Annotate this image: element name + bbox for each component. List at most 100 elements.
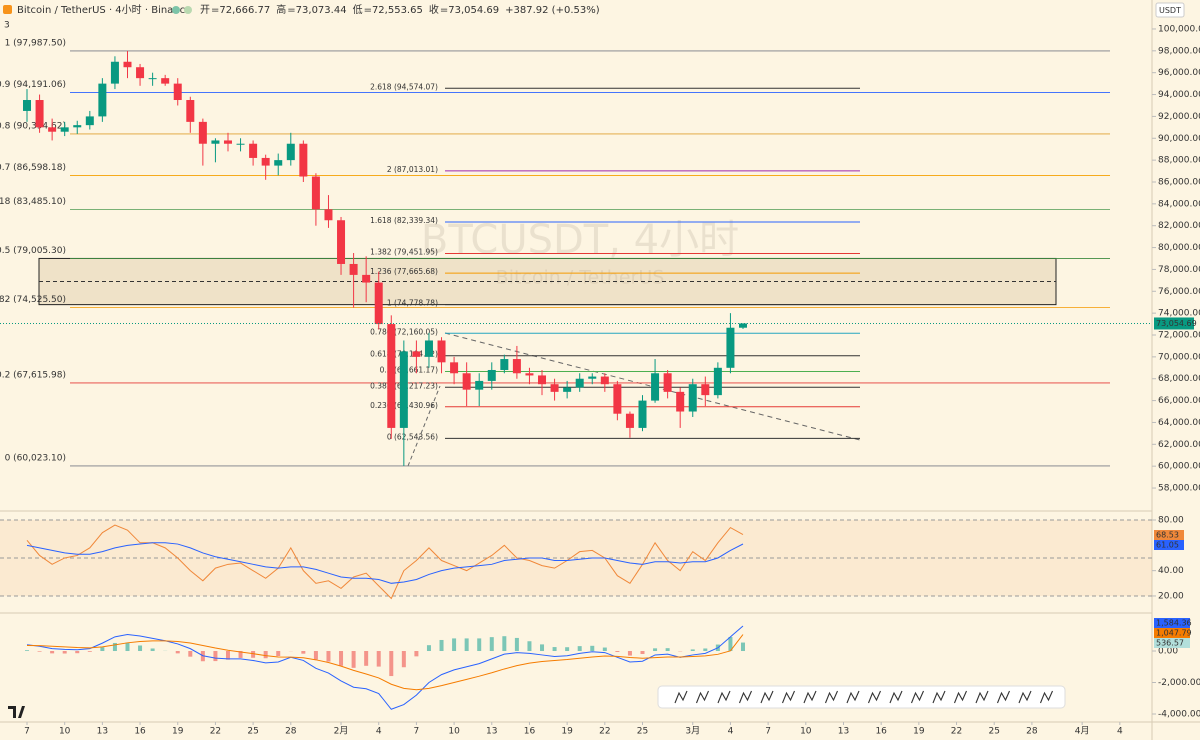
tool-icon[interactable] bbox=[674, 690, 688, 704]
candle-body bbox=[412, 351, 421, 357]
candle-body bbox=[249, 143, 258, 158]
tool-icon[interactable] bbox=[760, 690, 774, 704]
candle-body bbox=[588, 376, 597, 379]
x-tick-label: 22 bbox=[210, 727, 221, 737]
candle-body bbox=[726, 327, 735, 368]
fib-label: 0 (60,023.10) bbox=[5, 453, 66, 463]
watermark-title: BTCUSDT, 4小时 bbox=[421, 217, 739, 263]
histogram-bar bbox=[527, 641, 532, 652]
indicator-count: 3 bbox=[4, 21, 10, 31]
fib-ext-label: 2.618 (94,574.07) bbox=[370, 82, 438, 91]
currency[interactable]: USDT bbox=[1159, 6, 1181, 15]
histogram-bar bbox=[502, 636, 507, 652]
histogram-bar bbox=[376, 651, 381, 667]
histogram-bar bbox=[25, 650, 30, 652]
tool-icon[interactable] bbox=[1039, 690, 1054, 704]
histogram-bar bbox=[150, 648, 155, 652]
histogram-bar bbox=[426, 645, 431, 652]
histogram-bar bbox=[351, 651, 356, 668]
fib-label: 0.618 (83,485.10) bbox=[0, 197, 66, 207]
candle-body bbox=[324, 209, 333, 221]
histogram-bar bbox=[75, 651, 80, 654]
candle-body bbox=[525, 373, 534, 376]
candle-body bbox=[475, 380, 484, 390]
candle-body bbox=[73, 125, 82, 128]
candle-body bbox=[48, 127, 57, 132]
y-tick-label: 90,000.00 bbox=[1158, 134, 1200, 144]
y-tick-label: 100,000.00 bbox=[1158, 24, 1200, 34]
tool-icon[interactable] bbox=[932, 690, 946, 704]
candle-body bbox=[600, 376, 609, 385]
tool-icon[interactable] bbox=[803, 690, 817, 704]
y-tick-label: 76,000.00 bbox=[1158, 287, 1200, 297]
fib-label: 1 (97,987.50) bbox=[5, 38, 66, 48]
candle-body bbox=[688, 384, 697, 412]
histogram-bar bbox=[615, 651, 620, 652]
histogram-bar bbox=[577, 646, 582, 652]
histogram-bar bbox=[276, 651, 281, 657]
histogram-bar bbox=[326, 651, 331, 662]
histogram-bar bbox=[640, 651, 645, 654]
histogram-bar bbox=[62, 651, 67, 654]
y-tick-label: 78,000.00 bbox=[1158, 265, 1200, 275]
tool-icon[interactable] bbox=[717, 690, 731, 704]
tool-icon[interactable] bbox=[695, 690, 710, 704]
candle-body bbox=[186, 100, 195, 122]
tool-icon[interactable] bbox=[910, 690, 925, 704]
x-tick-label: 22 bbox=[951, 727, 962, 737]
y-tick-label: 70,000.00 bbox=[1158, 352, 1200, 362]
trend-line bbox=[407, 385, 441, 467]
histogram-bar bbox=[439, 639, 444, 652]
y-tick-label: 92,000.00 bbox=[1158, 112, 1200, 122]
histogram-bar bbox=[301, 651, 306, 654]
candle-body bbox=[261, 157, 270, 166]
candle-body bbox=[60, 127, 69, 132]
histogram-bar bbox=[703, 648, 708, 652]
candle-body bbox=[23, 100, 32, 111]
histogram-bar bbox=[690, 649, 695, 652]
candle-body bbox=[211, 140, 220, 144]
ohlc-value: =73,054.69 bbox=[440, 5, 499, 16]
tool-icon[interactable] bbox=[867, 690, 882, 704]
histogram-bar bbox=[540, 644, 545, 652]
tool-icon[interactable] bbox=[953, 690, 968, 704]
y-tick-label: 74,000.00 bbox=[1158, 309, 1200, 319]
tool-icon[interactable] bbox=[824, 690, 839, 704]
tool-icon[interactable] bbox=[738, 690, 753, 704]
histogram-bar bbox=[452, 638, 457, 652]
fib-ext-label: 1.618 (82,339.34) bbox=[370, 216, 438, 225]
candle-body bbox=[625, 413, 634, 428]
tool-icon[interactable] bbox=[975, 690, 989, 704]
x-tick-label: 4 bbox=[728, 727, 734, 737]
fib-label: 0.382 (74,525.50) bbox=[0, 295, 66, 305]
tool-icon[interactable] bbox=[846, 690, 860, 704]
symbol: Bitcoin / TetherUS · 4小时 · Binance bbox=[17, 4, 191, 16]
value-label: 68.53 bbox=[1156, 531, 1179, 540]
candle-body bbox=[110, 61, 119, 84]
histogram-bar bbox=[188, 651, 193, 657]
fib-label: 0.9 (94,191.06) bbox=[0, 80, 66, 90]
value-box bbox=[1154, 540, 1184, 550]
tool-icon[interactable] bbox=[889, 690, 903, 704]
histogram-bar bbox=[238, 651, 243, 658]
x-tick-label: 7 bbox=[765, 727, 771, 737]
histogram-bar bbox=[339, 651, 344, 666]
histogram-bar bbox=[263, 651, 268, 659]
ohlc-label: 开 bbox=[200, 5, 210, 16]
tool-icon[interactable] bbox=[781, 690, 796, 704]
x-tick-label: 28 bbox=[1026, 727, 1038, 737]
macd-line bbox=[27, 634, 744, 691]
indicator-line bbox=[26, 524, 744, 600]
fib-ext-label: 1 (74,778.78) bbox=[387, 299, 438, 308]
tool-icon[interactable] bbox=[1018, 690, 1032, 704]
x-tick-label: 4月 bbox=[1075, 726, 1090, 737]
tool-icon[interactable] bbox=[996, 690, 1011, 704]
candle-body bbox=[286, 143, 295, 161]
candle-body bbox=[550, 384, 559, 392]
status-icon bbox=[172, 6, 180, 14]
ohlc-value: =72,666.77 bbox=[211, 5, 270, 16]
histogram-bar bbox=[100, 647, 105, 652]
currency-box[interactable] bbox=[1155, 2, 1185, 18]
